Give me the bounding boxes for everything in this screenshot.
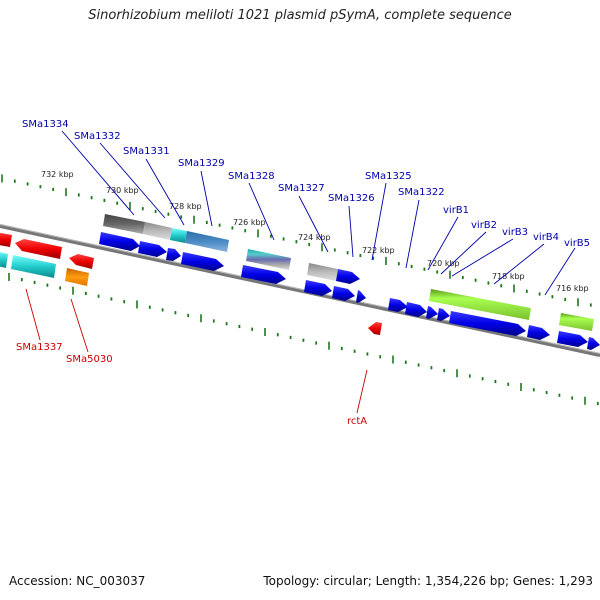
callout-line — [544, 247, 576, 296]
forward-gene-arrow — [336, 269, 360, 284]
tick-label: 718 kbp — [492, 272, 525, 281]
forward-gene-arrow — [405, 302, 427, 317]
gene-label: SMa1329 — [178, 158, 225, 169]
forward-gene-arrow — [304, 280, 332, 296]
tick-labels: 732 kbp 730 kbp 728 kbp 726 kbp 724 kbp … — [41, 170, 589, 293]
inner-tick-track — [8, 272, 599, 406]
gene-feature — [307, 263, 338, 281]
callout-line — [145, 158, 185, 226]
forward-gene-arrow — [241, 265, 286, 284]
tick-label: 728 kbp — [169, 202, 202, 211]
tick-label: 716 kbp — [556, 284, 589, 293]
forward-gene-arrow — [138, 241, 167, 257]
gene-feature — [65, 268, 89, 286]
tick-label: 726 kbp — [233, 218, 266, 227]
callout-line — [493, 243, 545, 285]
feature-row-lower — [0, 252, 89, 286]
map-title: Sinorhizobium meliloti 1021 plasmid pSym… — [88, 8, 512, 23]
callout-line — [451, 238, 514, 277]
callout-line — [348, 205, 354, 258]
reverse-gene-arrow — [15, 239, 62, 259]
forward-gene-arrow — [527, 325, 550, 340]
callout-line — [200, 170, 213, 227]
gene-label: virB2 — [471, 220, 497, 231]
callout-line — [248, 182, 275, 241]
gene-labels-forward: SMa1334 SMa1332 SMa1331 SMa1329 SMa1328 … — [22, 119, 590, 249]
reverse-gene-arrow — [69, 254, 94, 269]
gene-label: SMa1322 — [398, 187, 445, 198]
tick-label: 720 kbp — [427, 259, 460, 268]
reverse-gene-arrow — [368, 322, 382, 335]
gene-label: SMa1325 — [365, 171, 412, 182]
gene-label: SMa1328 — [228, 171, 275, 182]
gene-label: rctA — [347, 416, 367, 427]
gene-label: virB5 — [564, 238, 590, 249]
tick-label: 730 kbp — [106, 186, 139, 195]
callout-line — [440, 231, 487, 275]
outer-tick-track — [1, 174, 592, 307]
gene-label: SMa1326 — [328, 193, 375, 204]
gene-label: virB3 — [502, 227, 528, 238]
sequence-backbone — [0, 224, 600, 357]
forward-gene-arrow — [99, 232, 140, 251]
forward-gene-arrow — [587, 337, 600, 350]
callout-line — [427, 216, 459, 271]
gene-label: virB1 — [443, 205, 469, 216]
gene-feature — [0, 232, 12, 247]
forward-strand-genes — [99, 232, 600, 350]
callout-line — [371, 182, 387, 261]
callout-line — [70, 298, 89, 353]
callout-lines — [25, 130, 576, 414]
gene-feature — [185, 231, 229, 252]
gene-label: SMa5030 — [66, 354, 113, 365]
gene-label: SMa1331 — [123, 146, 170, 157]
accession-text: Accession: NC_003037 — [9, 574, 146, 588]
gene-feature — [0, 252, 8, 268]
gene-label: SMa1332 — [74, 131, 121, 142]
gene-label: SMa1337 — [16, 342, 63, 353]
forward-gene-arrow — [181, 252, 224, 271]
gene-label: virB4 — [533, 232, 559, 243]
callout-line — [25, 288, 41, 341]
gene-feature — [246, 249, 291, 270]
gene-label: SMa1334 — [22, 119, 69, 130]
sequence-summary: Topology: circular; Length: 1,354,226 bp… — [263, 574, 593, 588]
gene-feature — [11, 255, 56, 278]
forward-gene-arrow — [356, 290, 366, 303]
forward-gene-arrow — [388, 298, 408, 312]
gene-feature — [103, 214, 145, 234]
gene-labels-reverse: SMa1337 SMa5030 rctA — [16, 342, 367, 427]
forward-gene-arrow — [449, 311, 526, 336]
forward-gene-arrow — [437, 308, 450, 321]
gene-feature — [559, 313, 594, 331]
tick-label: 722 kbp — [362, 246, 395, 255]
tick-label: 732 kbp — [41, 170, 74, 179]
callout-line — [298, 195, 329, 253]
gene-feature — [170, 228, 187, 243]
forward-gene-arrow — [557, 331, 588, 347]
callout-line — [356, 369, 368, 414]
reverse-strand-genes — [15, 239, 382, 335]
forward-gene-arrow — [426, 306, 438, 319]
gene-label: SMa1327 — [278, 183, 325, 194]
callout-line — [405, 199, 420, 269]
tick-label: 724 kbp — [298, 233, 331, 242]
forward-gene-arrow — [332, 286, 355, 301]
callout-line — [61, 130, 135, 216]
gene-feature — [143, 222, 172, 240]
callout-line — [99, 142, 166, 219]
gene-feature — [429, 289, 531, 320]
feature-row-upper — [0, 214, 594, 331]
forward-gene-arrow — [166, 248, 181, 261]
